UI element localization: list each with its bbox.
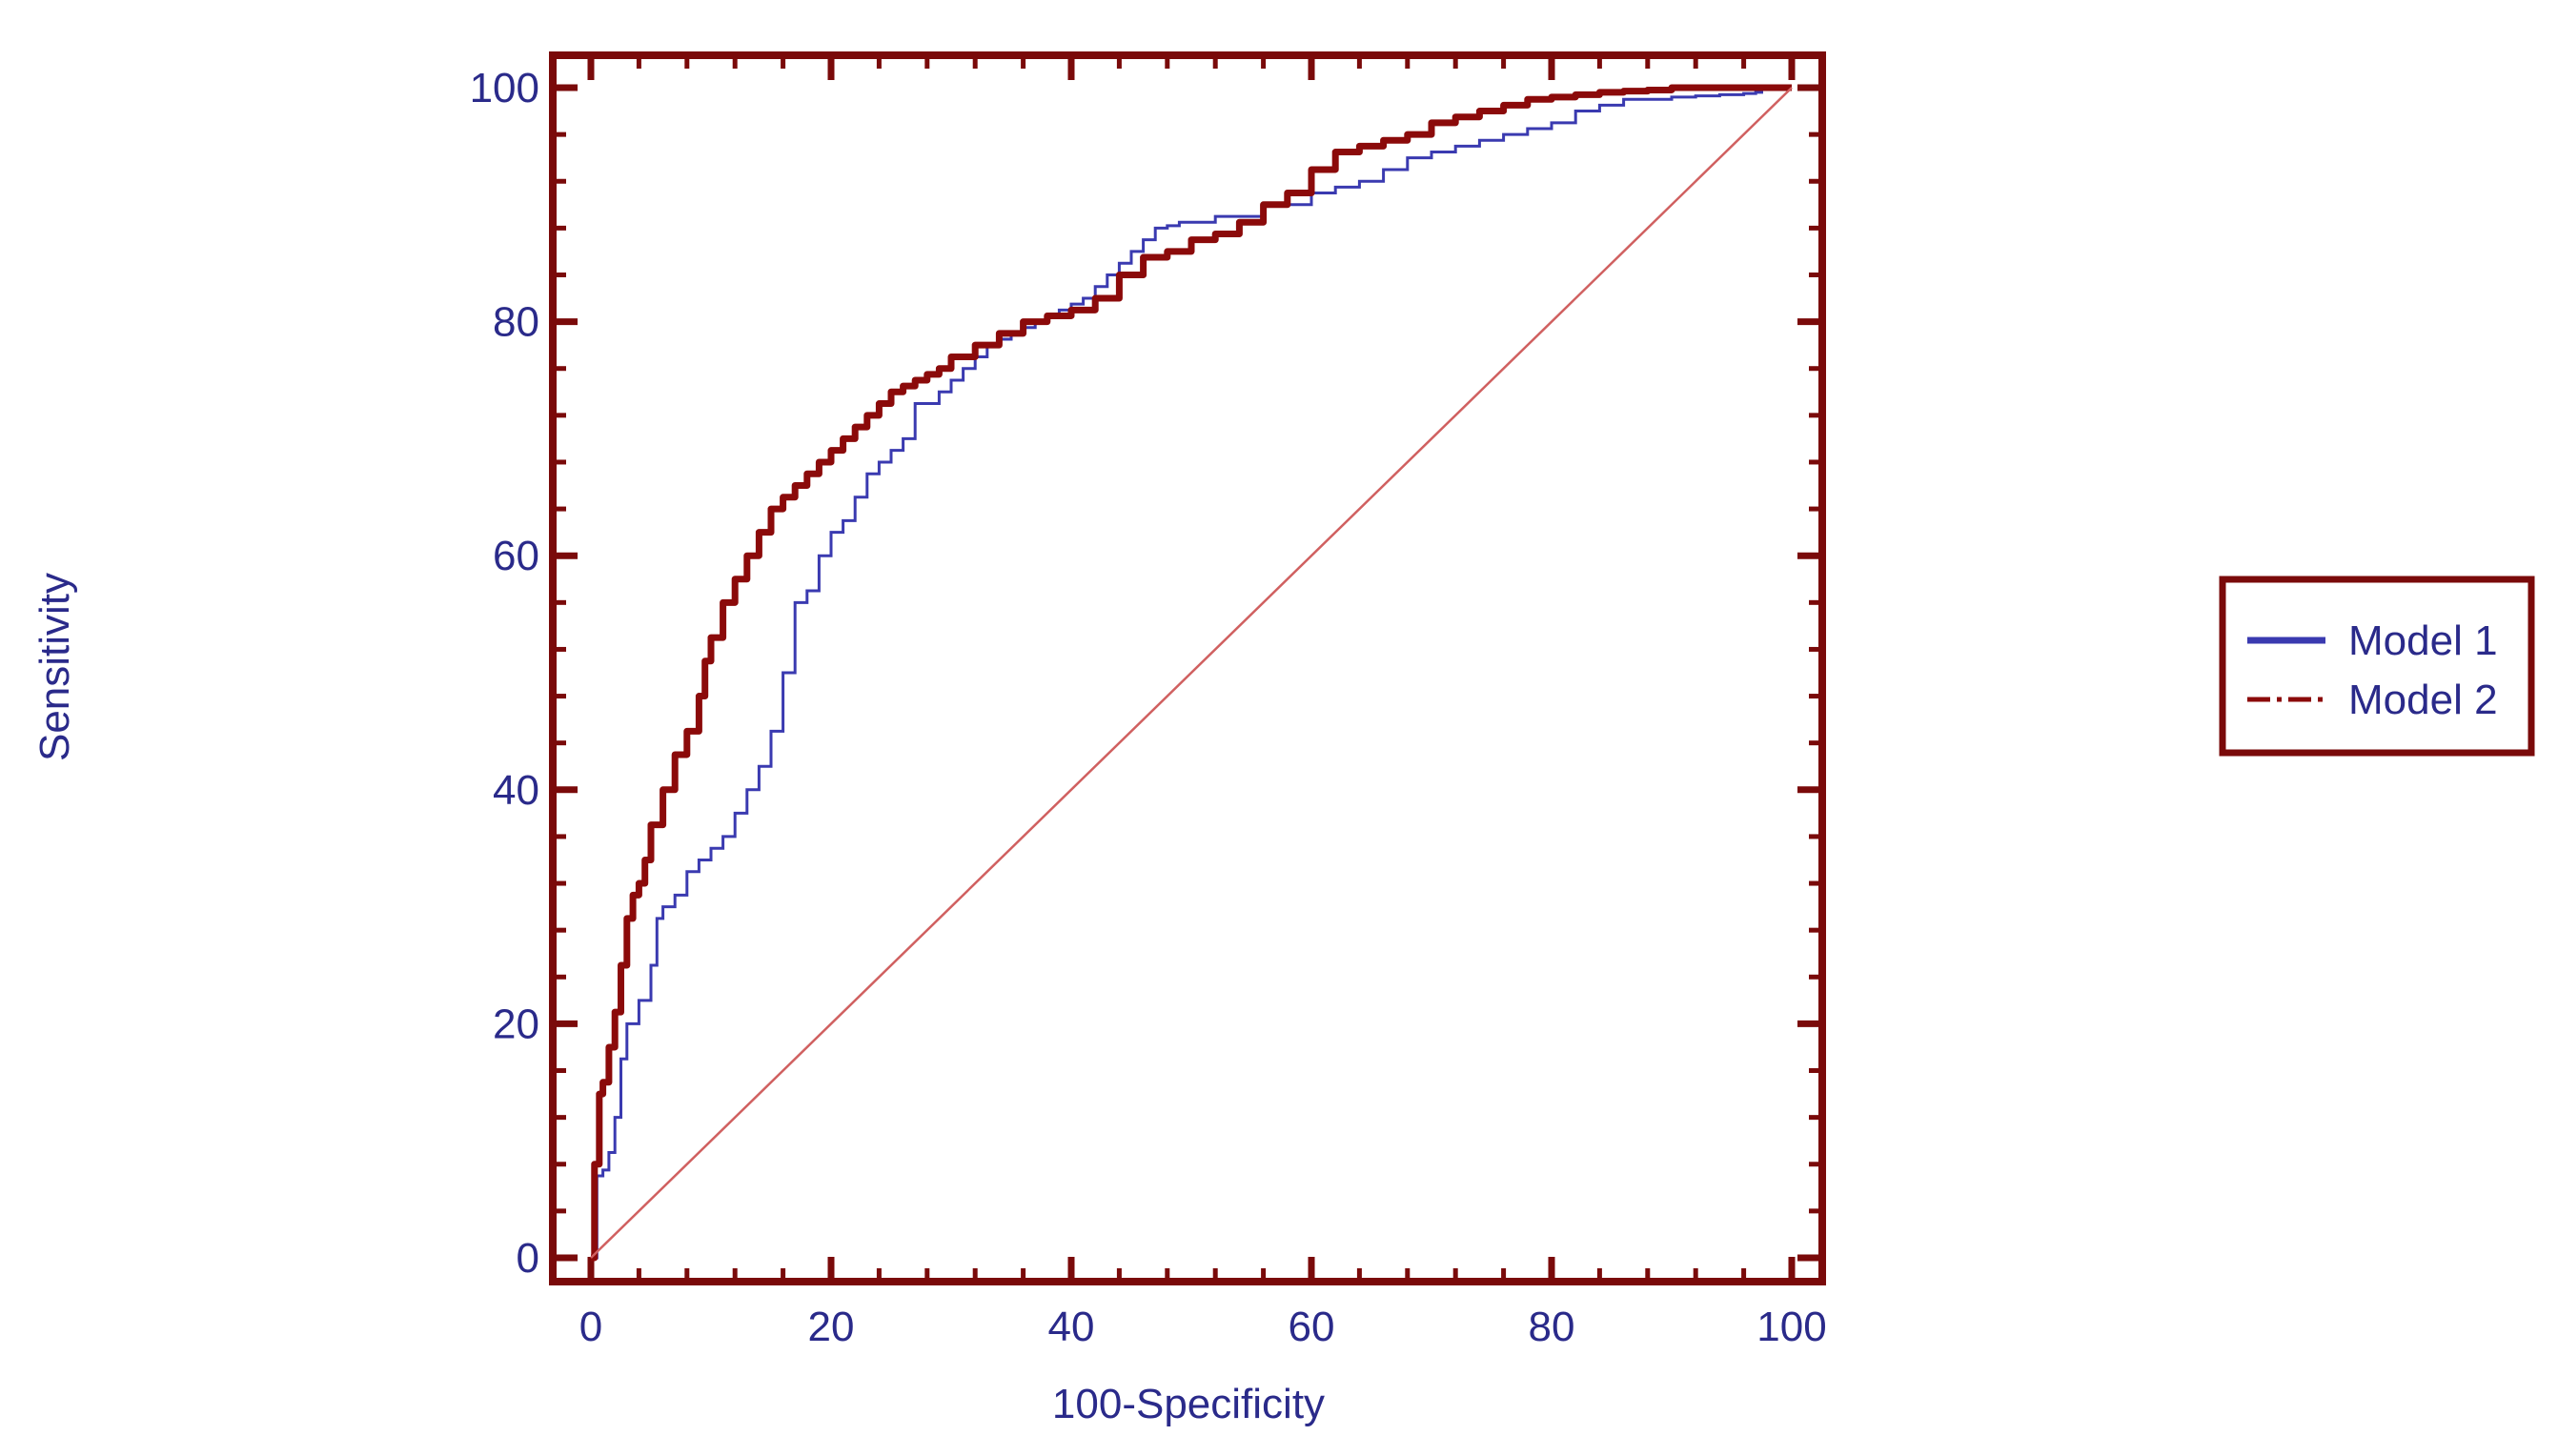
x-tick-label: 20 bbox=[808, 1304, 855, 1350]
y-tick-label: 100 bbox=[470, 65, 539, 111]
y-tick-label: 0 bbox=[517, 1235, 539, 1282]
x-tick-label: 100 bbox=[1756, 1304, 1826, 1350]
y-axis-ticks: 0 20 40 60 80 100 bbox=[470, 65, 1822, 1282]
reference-diagonal-line bbox=[590, 87, 1793, 1259]
y-tick-label: 80 bbox=[493, 299, 539, 346]
y-tick-label: 40 bbox=[493, 767, 539, 814]
y-axis-title: Sensitivity bbox=[31, 573, 78, 761]
x-axis-title: 100-Specificity bbox=[1052, 1381, 1325, 1427]
legend-label-model-2: Model 2 bbox=[2348, 677, 2498, 723]
y-tick-label: 20 bbox=[493, 1001, 539, 1047]
plot-area bbox=[549, 51, 1826, 1285]
legend-label-model-1: Model 1 bbox=[2348, 617, 2498, 664]
x-tick-label: 0 bbox=[579, 1304, 602, 1350]
legend-box bbox=[2219, 576, 2535, 757]
plot-frame bbox=[549, 51, 1826, 1285]
series-layer bbox=[590, 84, 1793, 1262]
x-tick-label: 40 bbox=[1048, 1304, 1095, 1350]
series-line-model-2 bbox=[591, 84, 1792, 1262]
y-tick-label: 60 bbox=[493, 533, 539, 579]
minor-ticks bbox=[553, 55, 1822, 1282]
x-tick-label: 80 bbox=[1529, 1304, 1575, 1350]
legend: Model 1 Model 2 bbox=[2219, 576, 2535, 757]
x-tick-label: 60 bbox=[1289, 1304, 1335, 1350]
x-axis-ticks: 0 20 40 60 80 100 bbox=[579, 55, 1827, 1350]
